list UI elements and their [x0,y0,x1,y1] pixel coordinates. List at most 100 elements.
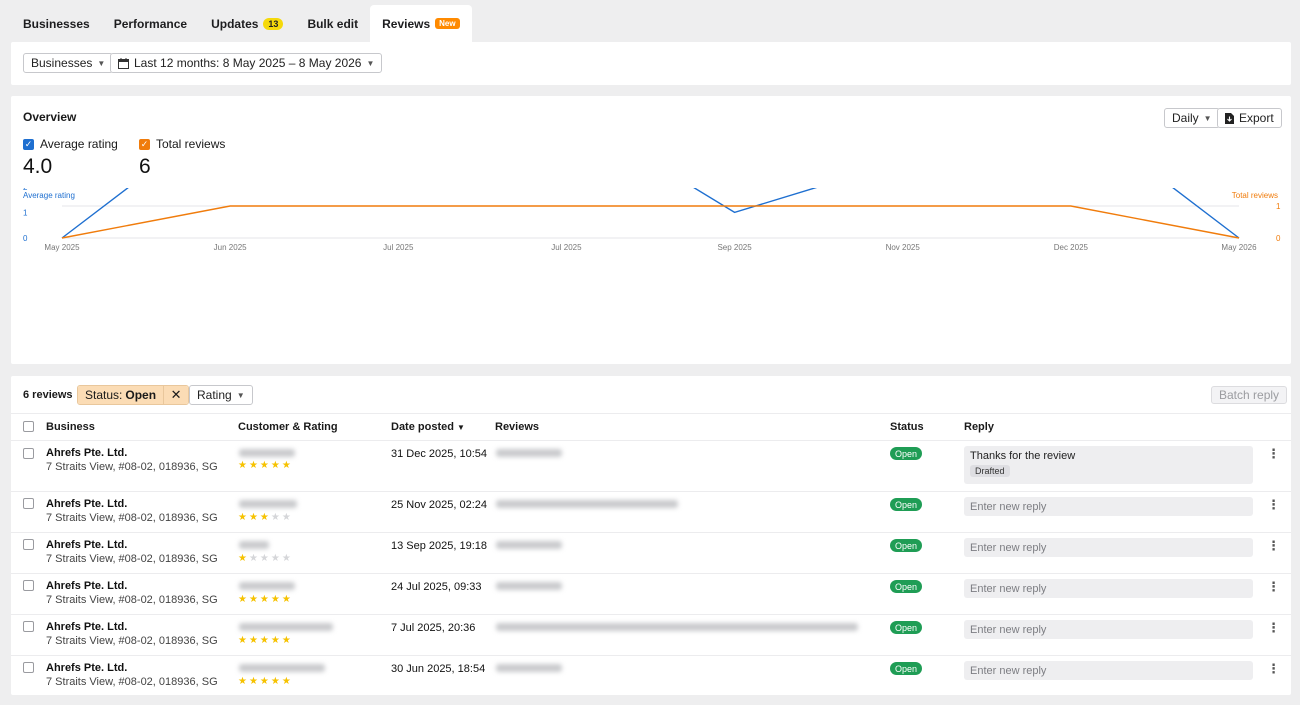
tab-label: Performance [113,16,188,31]
business-name: Ahrefs Pte. Ltd. [46,539,128,551]
sort-down-icon: ▼ [456,422,465,432]
businesses-dropdown[interactable]: Businesses ▼ [23,53,114,73]
chevron-down-icon: ▼ [366,58,375,68]
table-row[interactable]: Ahrefs Pte. Ltd. 7 Straits View, #08-02,… [11,655,1291,695]
x-axis-tick-label: Dec 2025 [1054,243,1089,252]
table-row[interactable]: Ahrefs Pte. Ltd. 7 Straits View, #08-02,… [11,440,1291,491]
more-options-icon[interactable]: ⋮ [1267,446,1280,461]
rating-stars: ★★★★★ [238,676,293,687]
average-rating-value: 4.0 [23,155,53,178]
review-text-blurred [496,664,562,672]
review-text-blurred [496,582,562,590]
clear-filter-button[interactable]: ✕ [163,386,189,404]
tab-performance[interactable]: Performance [102,5,199,42]
tab-updates[interactable]: Updates 13 [199,5,295,42]
business-name: Ahrefs Pte. Ltd. [46,662,128,674]
left-axis-tick-label: 0 [23,234,28,243]
reply-text: Thanks for the review [970,450,1076,462]
calendar-icon [118,57,129,69]
row-checkbox[interactable] [23,498,34,509]
status-badge: Open [890,662,923,675]
business-name: Ahrefs Pte. Ltd. [46,621,128,633]
metric-toggle-average-rating[interactable]: ✓ Average rating [23,137,118,151]
divider [11,573,1291,574]
column-header-reply: Reply [964,421,994,433]
reply-input[interactable]: Enter new reply [964,497,1253,516]
table-row[interactable]: Ahrefs Pte. Ltd. 7 Straits View, #08-02,… [11,614,1291,655]
more-options-icon[interactable]: ⋮ [1267,661,1280,676]
date-posted: 25 Nov 2025, 02:24 [391,499,488,511]
chevron-down-icon: ▼ [1203,113,1212,123]
more-options-icon[interactable]: ⋮ [1267,620,1280,635]
tab-businesses[interactable]: Businesses [11,5,102,42]
reply-input[interactable]: Enter new reply [964,579,1253,598]
row-checkbox[interactable] [23,448,34,459]
column-header-customer: Customer & Rating [238,421,338,433]
tab-bar: Businesses Performance Updates 13 Bulk ed… [11,5,472,42]
checkbox-checked-icon: ✓ [139,138,150,150]
rating-filter-dropdown[interactable]: Rating ▼ [189,385,253,405]
interval-dropdown[interactable]: Daily ▼ [1164,108,1220,128]
tab-label: Reviews [382,16,431,31]
tab-label: Bulk edit [307,16,359,31]
reply-input[interactable]: Enter new reply [964,620,1253,639]
more-options-icon[interactable]: ⋮ [1267,497,1280,512]
checkbox-checked-icon: ✓ [23,138,34,150]
business-name: Ahrefs Pte. Ltd. [46,447,128,459]
more-options-icon[interactable]: ⋮ [1267,579,1280,594]
business-name: Ahrefs Pte. Ltd. [46,498,128,510]
column-header-business: Business [46,421,95,433]
review-text-blurred [496,449,562,457]
business-address: 7 Straits View, #08-02, 018936, SG [46,461,218,473]
tab-reviews[interactable]: Reviews New [370,5,472,42]
business-address: 7 Straits View, #08-02, 018936, SG [46,594,218,606]
divider [11,614,1291,615]
batch-reply-button[interactable]: Batch reply [1211,386,1288,404]
reply-draft[interactable]: Thanks for the review Drafted [964,446,1253,484]
metric-label: Total reviews [156,137,226,151]
divider [11,413,1291,414]
review-text-blurred [496,500,678,508]
left-axis-tick-label: 2 [23,188,28,192]
status-badge: Open [890,498,923,511]
status-filter-label: Status: [85,388,123,402]
table-row[interactable]: Ahrefs Pte. Ltd. 7 Straits View, #08-02,… [11,532,1291,573]
export-button[interactable]: Export [1217,108,1282,128]
table-row[interactable]: Ahrefs Pte. Ltd. 7 Straits View, #08-02,… [11,491,1291,532]
row-checkbox[interactable] [23,662,34,673]
rating-stars: ★★★★★ [238,460,293,471]
rating-stars: ★★★★★ [238,512,293,523]
table-row[interactable]: Ahrefs Pte. Ltd. 7 Straits View, #08-02,… [11,573,1291,614]
row-checkbox[interactable] [23,621,34,632]
select-all-checkbox[interactable] [23,421,34,432]
date-range-dropdown[interactable]: Last 12 months: 8 May 2025 – 8 May 2026 … [110,53,383,73]
reply-input[interactable]: Enter new reply [964,661,1253,680]
x-axis-tick-label: Jun 2025 [214,243,247,252]
rating-stars: ★★★★★ [238,594,293,605]
status-badge: Open [890,539,923,552]
metric-label: Average rating [40,137,118,151]
status-filter-button[interactable]: Status: Open [78,386,164,404]
new-badge: New [435,18,460,29]
business-name: Ahrefs Pte. Ltd. [46,580,128,592]
customer-name-blurred [239,623,333,631]
filter-panel: Businesses ▼ Last 12 months: 8 May 2025 … [11,42,1291,85]
date-posted: 24 Jul 2025, 09:33 [391,581,482,593]
reply-input[interactable]: Enter new reply [964,538,1253,557]
rating-stars: ★★★★★ [238,553,293,564]
updates-count-badge: 13 [263,17,284,30]
overview-panel: Overview Daily ▼ Export ✓ Average rating… [11,96,1291,364]
column-header-date-sort[interactable]: Date posted ▼ [391,421,465,433]
row-checkbox[interactable] [23,580,34,591]
metric-toggle-total-reviews[interactable]: ✓ Total reviews [139,137,225,151]
x-axis-tick-label: Nov 2025 [886,243,921,252]
business-address: 7 Straits View, #08-02, 018936, SG [46,553,218,565]
business-address: 7 Straits View, #08-02, 018936, SG [46,512,218,524]
divider [11,532,1291,533]
x-axis-tick-label: Jul 2025 [551,243,582,252]
more-options-icon[interactable]: ⋮ [1267,538,1280,553]
drafted-badge: Drafted [970,465,1010,477]
tab-label: Businesses [23,16,90,31]
tab-bulk-edit[interactable]: Bulk edit [295,5,370,42]
row-checkbox[interactable] [23,539,34,550]
